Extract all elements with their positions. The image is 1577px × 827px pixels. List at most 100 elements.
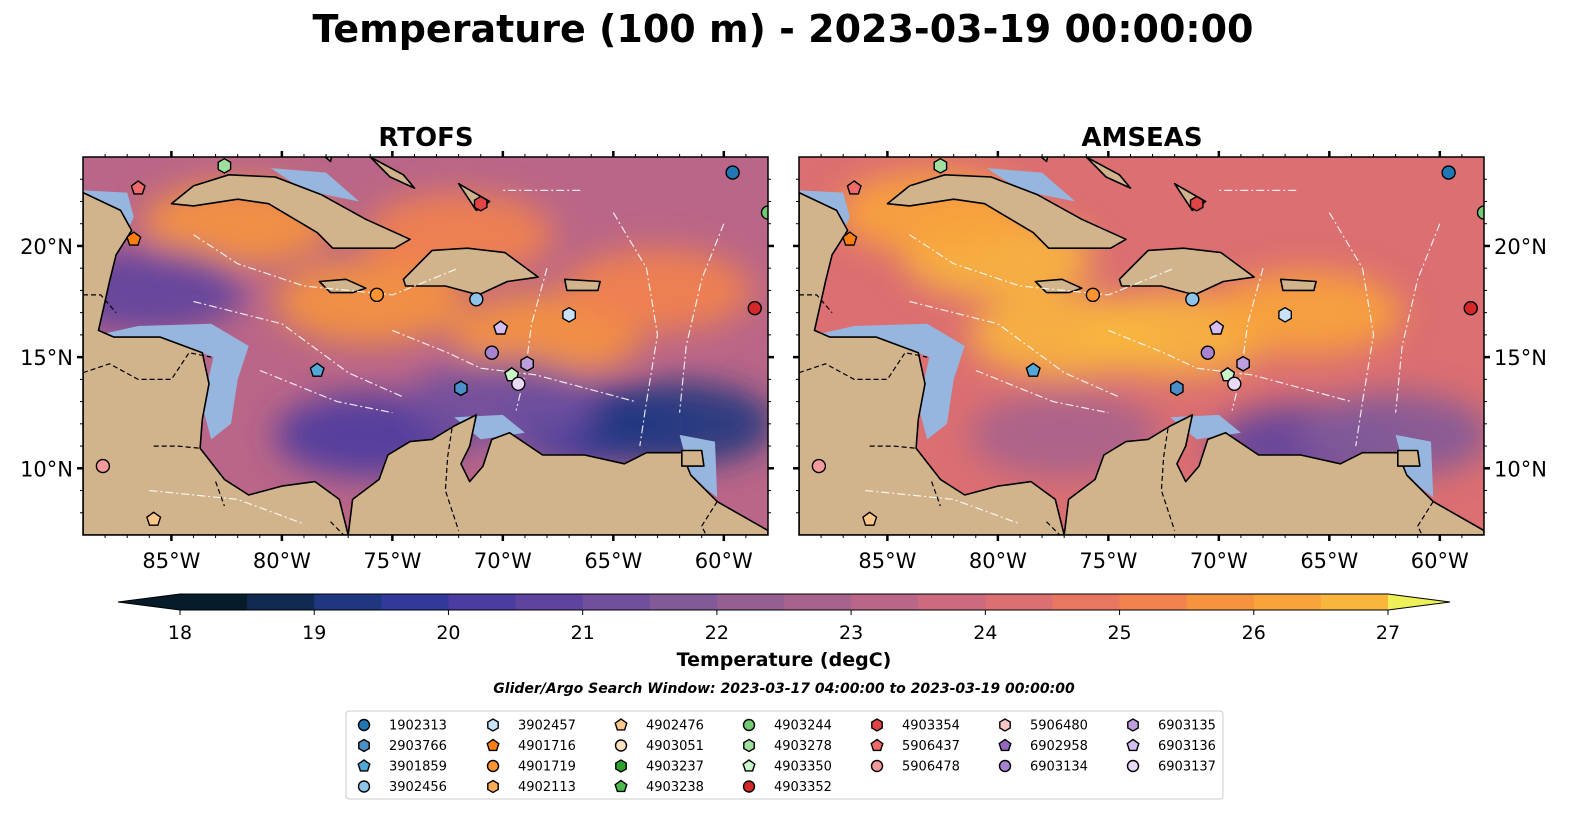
land <box>369 157 416 189</box>
x-tick-label: 85°W <box>142 549 200 573</box>
shallow-shelf <box>270 168 360 202</box>
float-marker-4901719 <box>369 287 385 303</box>
float-marker-3901859 <box>1025 362 1041 377</box>
legend-label: 3901859 <box>389 760 447 775</box>
colorbar: 18 19 20 21 22 23 24 25 26 27 <box>117 593 1451 644</box>
land <box>83 191 349 535</box>
land <box>799 191 1065 535</box>
float-marker-2903766 <box>454 380 468 397</box>
legend-marker <box>743 738 755 753</box>
shallow-shelf <box>986 168 1076 202</box>
eez-boundary <box>1395 223 1441 413</box>
colorbar-tick-label: 26 <box>1242 622 1266 644</box>
eez-boundary <box>515 268 548 411</box>
country-border <box>153 445 201 449</box>
colorbar-tick-label: 18 <box>168 622 192 644</box>
float-marker-4903278 <box>933 157 948 174</box>
colorbar-tick-label: 22 <box>705 622 729 644</box>
legend-marker <box>742 780 756 793</box>
map-frame <box>798 156 1485 536</box>
colorbar-tick-label: 25 <box>1107 622 1131 644</box>
colorbar-bin <box>314 594 382 610</box>
legend-label: 4903350 <box>774 760 832 775</box>
legend-marker <box>998 759 1012 773</box>
country-border <box>1046 521 1061 535</box>
legend-label: 1902313 <box>389 719 447 734</box>
legend-marker <box>614 779 628 793</box>
float-marker-6903134 <box>484 345 499 360</box>
legend-marker <box>358 738 370 753</box>
eez-boundary <box>1231 268 1264 411</box>
float-marker-1902313 <box>1441 165 1456 180</box>
float-marker-6903134 <box>1200 345 1215 360</box>
colorbar-tick-label: 24 <box>973 622 997 644</box>
country-border <box>444 428 460 531</box>
legend-marker <box>487 779 499 794</box>
country-border <box>931 481 941 507</box>
x-tick-label: 80°W <box>969 549 1027 573</box>
float-marker-4901716 <box>126 231 142 246</box>
colorbar-bin <box>851 594 919 610</box>
colorbar-bin <box>1320 594 1389 610</box>
legend-label: 6902958 <box>1030 739 1088 754</box>
legend-marker <box>998 738 1012 752</box>
map-area <box>83 157 768 535</box>
legend-marker <box>357 759 371 772</box>
eez-boundary <box>975 369 1109 414</box>
legend-marker <box>486 738 500 752</box>
legend-marker <box>1126 738 1140 752</box>
land <box>681 449 705 467</box>
colorbar-bin <box>1253 594 1322 610</box>
float-marker-4903354 <box>1189 195 1204 212</box>
temperature-zone <box>584 381 768 466</box>
x-tick-label: 80°W <box>253 549 311 573</box>
legend: 1902313 2903766 3901859 3902456 3902457 49017… <box>345 710 1224 800</box>
map-panel-rtofs: RTOFS 85°W 80°W 75°W 70°W 65°W 60°W 10°N 15°N 20… <box>20 123 774 573</box>
land <box>1279 278 1317 292</box>
legend-marker <box>486 759 500 773</box>
land <box>1397 449 1421 467</box>
float-marker-4902476 <box>146 511 162 526</box>
colorbar-bin <box>716 594 785 610</box>
legend-label: 5906478 <box>902 760 960 775</box>
temperature-zone <box>1212 270 1403 355</box>
float-marker-3902456 <box>469 292 484 307</box>
x-tick-label: 85°W <box>858 549 916 573</box>
colorbar-extend-low <box>118 594 180 610</box>
float-marker-3902457 <box>1278 306 1293 323</box>
y-tick-label: 20°N <box>20 235 73 259</box>
legend-marker <box>614 739 628 752</box>
colorbar-extend-high <box>1388 594 1450 610</box>
shallow-shelf <box>98 323 249 440</box>
legend-marker <box>742 718 756 732</box>
land <box>1118 247 1255 296</box>
colorbar-tick-label: 23 <box>839 622 863 644</box>
eez-boundary <box>909 300 1120 398</box>
land <box>1063 414 1484 535</box>
eez-boundary <box>1108 329 1352 403</box>
legend-label: 3902456 <box>389 780 447 795</box>
country-border <box>1160 428 1176 531</box>
legend-label: 4903051 <box>646 739 704 754</box>
land <box>1085 157 1132 189</box>
x-tick-label: 70°W <box>474 549 532 573</box>
legend-label: 4902113 <box>518 780 576 795</box>
legend-label: 4903354 <box>902 719 960 734</box>
colorbar-bin <box>515 594 584 610</box>
float-marker-6903135 <box>1236 355 1251 372</box>
legend-label: 4903244 <box>774 719 832 734</box>
x-tick-label: 75°W <box>1079 549 1137 573</box>
x-tick-label: 70°W <box>1190 549 1248 573</box>
float-marker-4901716 <box>842 231 858 246</box>
float-marker-4903244 <box>760 205 768 220</box>
eez-boundary <box>149 489 305 525</box>
legend-label: 4901719 <box>518 760 576 775</box>
land <box>402 247 539 296</box>
land <box>1039 157 1049 163</box>
legend-marker <box>614 718 628 731</box>
legend-label: 4903278 <box>774 739 832 754</box>
legend-label: 4903238 <box>646 780 704 795</box>
colorbar-bin <box>247 594 315 610</box>
float-marker-4902476 <box>862 511 878 526</box>
legend-frame <box>345 710 1224 800</box>
